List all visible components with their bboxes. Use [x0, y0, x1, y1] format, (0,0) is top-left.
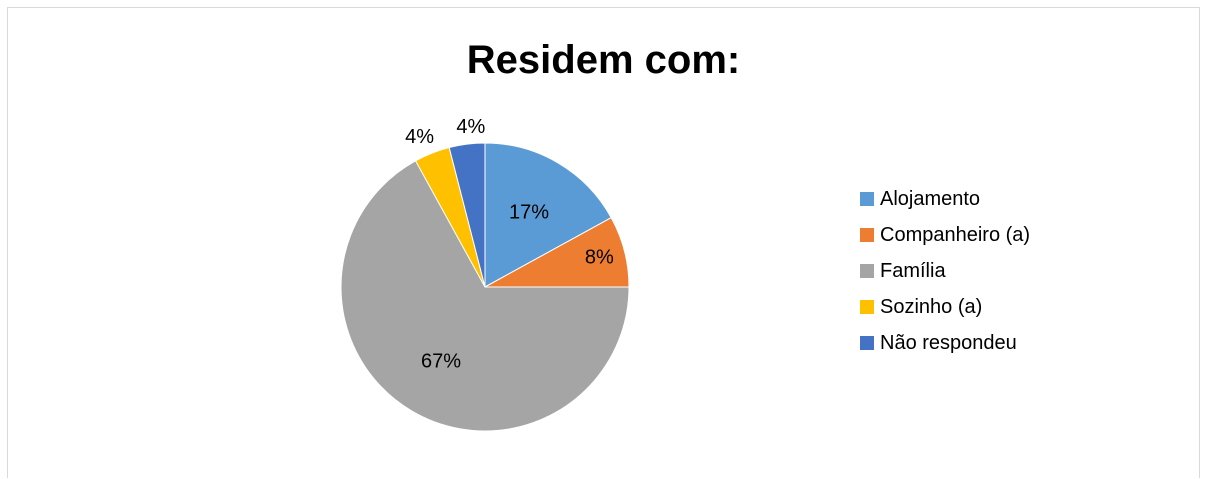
slice-data-label: 67%: [421, 350, 461, 372]
pie-slice-n-o-respondeu: [448, 142, 486, 288]
legend-swatch: [860, 336, 874, 350]
legend-label: Família: [880, 259, 946, 282]
legend-label: Alojamento: [880, 187, 981, 210]
slice-data-label: 8%: [585, 247, 614, 269]
legend-swatch: [860, 300, 874, 314]
legend-swatch: [860, 192, 874, 206]
slice-data-label: 4%: [456, 116, 485, 138]
pie-slice-fam-lia: [340, 160, 630, 432]
chart-title: Residem com:: [466, 38, 741, 82]
legend-item: Não respondeu: [860, 325, 1030, 361]
legend-swatch: [860, 264, 874, 278]
legend-item: Companheiro (a): [860, 217, 1030, 253]
legend-item: Família: [860, 253, 1030, 289]
legend-swatch: [860, 228, 874, 242]
legend-item: Alojamento: [860, 181, 1030, 217]
legend-label: Não respondeu: [880, 331, 1017, 354]
legend-label: Sozinho (a): [880, 295, 983, 318]
legend-item: Sozinho (a): [860, 289, 1030, 325]
slice-data-label: 17%: [509, 202, 549, 224]
pie-slice-alojamento: [484, 142, 612, 288]
slice-data-label: 4%: [405, 126, 434, 148]
legend: Alojamento Companheiro (a) Família Sozinho …: [860, 181, 1030, 361]
legend-label: Companheiro (a): [880, 223, 1031, 246]
